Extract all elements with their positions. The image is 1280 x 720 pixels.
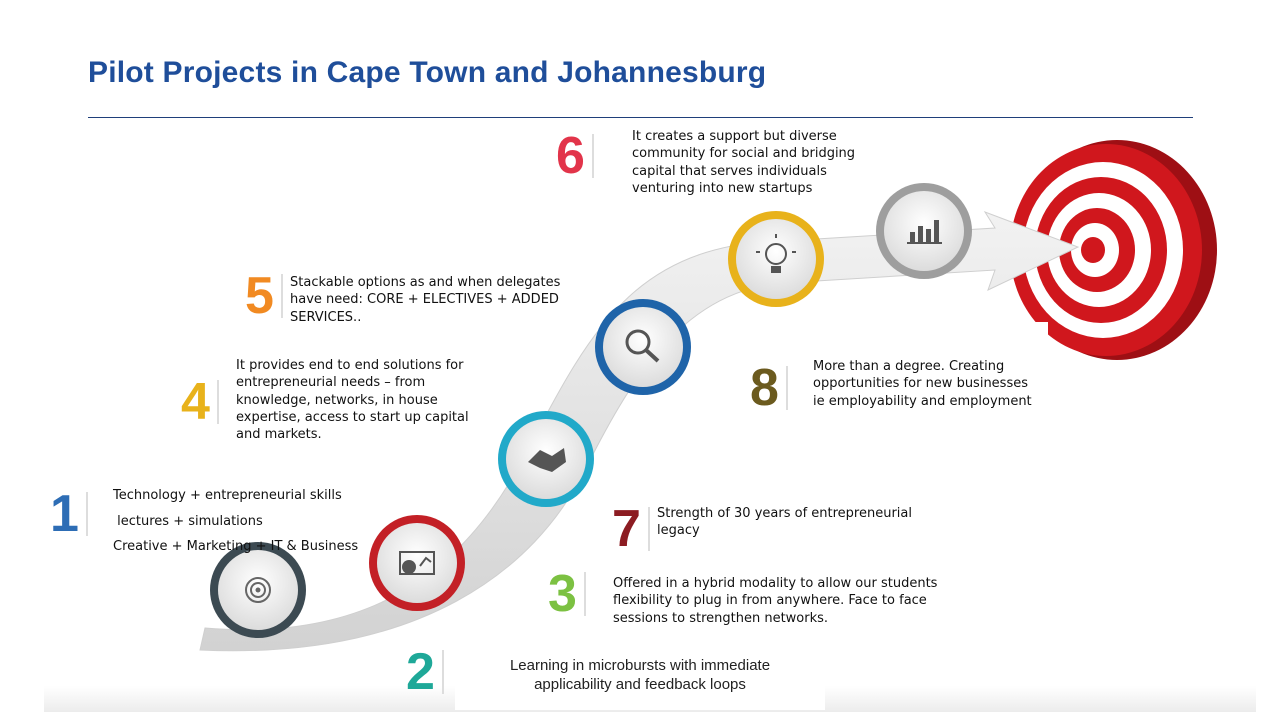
step-2-text: Learning in microbursts with immediate a… bbox=[509, 657, 771, 693]
step-1-text: Technology + entrepreneurial skills lect… bbox=[113, 488, 359, 555]
magnifier-icon bbox=[595, 299, 691, 395]
step-3-number: 3 bbox=[548, 565, 586, 623]
step-7-text: Strength of 30 years of entrepreneurial … bbox=[657, 506, 912, 539]
bar-chart-icon bbox=[876, 183, 972, 279]
step-6-number: 6 bbox=[556, 127, 594, 185]
lightbulb-icon bbox=[728, 211, 824, 307]
bullseye-target-icon bbox=[1010, 140, 1217, 360]
step-1-number: 1 bbox=[50, 485, 88, 543]
target-spiral-icon bbox=[210, 542, 306, 638]
step-4-number: 4 bbox=[181, 373, 219, 431]
page-title: Pilot Projects in Cape Town and Johannes… bbox=[88, 56, 767, 89]
step-2-box bbox=[455, 628, 825, 710]
step-5-number: 5 bbox=[245, 267, 283, 325]
step-8-backdrop bbox=[792, 322, 1048, 438]
handshake-icon bbox=[498, 411, 594, 507]
step-4-text: It provides end to end solutions for ent… bbox=[236, 358, 469, 443]
step-2-number: 2 bbox=[406, 643, 444, 701]
step-6-text: It creates a support but diverse communi… bbox=[632, 129, 856, 196]
step-8-text: More than a degree. Creating opportuniti… bbox=[813, 359, 1032, 409]
step-5-text: Stackable options as and when delegates … bbox=[290, 275, 561, 325]
step-7-number: 7 bbox=[612, 500, 650, 558]
presentation-chart-icon bbox=[369, 515, 465, 611]
step-8-number: 8 bbox=[750, 359, 788, 417]
step-3-text: Offered in a hybrid modality to allow ou… bbox=[613, 576, 938, 626]
title-divider bbox=[88, 117, 1193, 118]
